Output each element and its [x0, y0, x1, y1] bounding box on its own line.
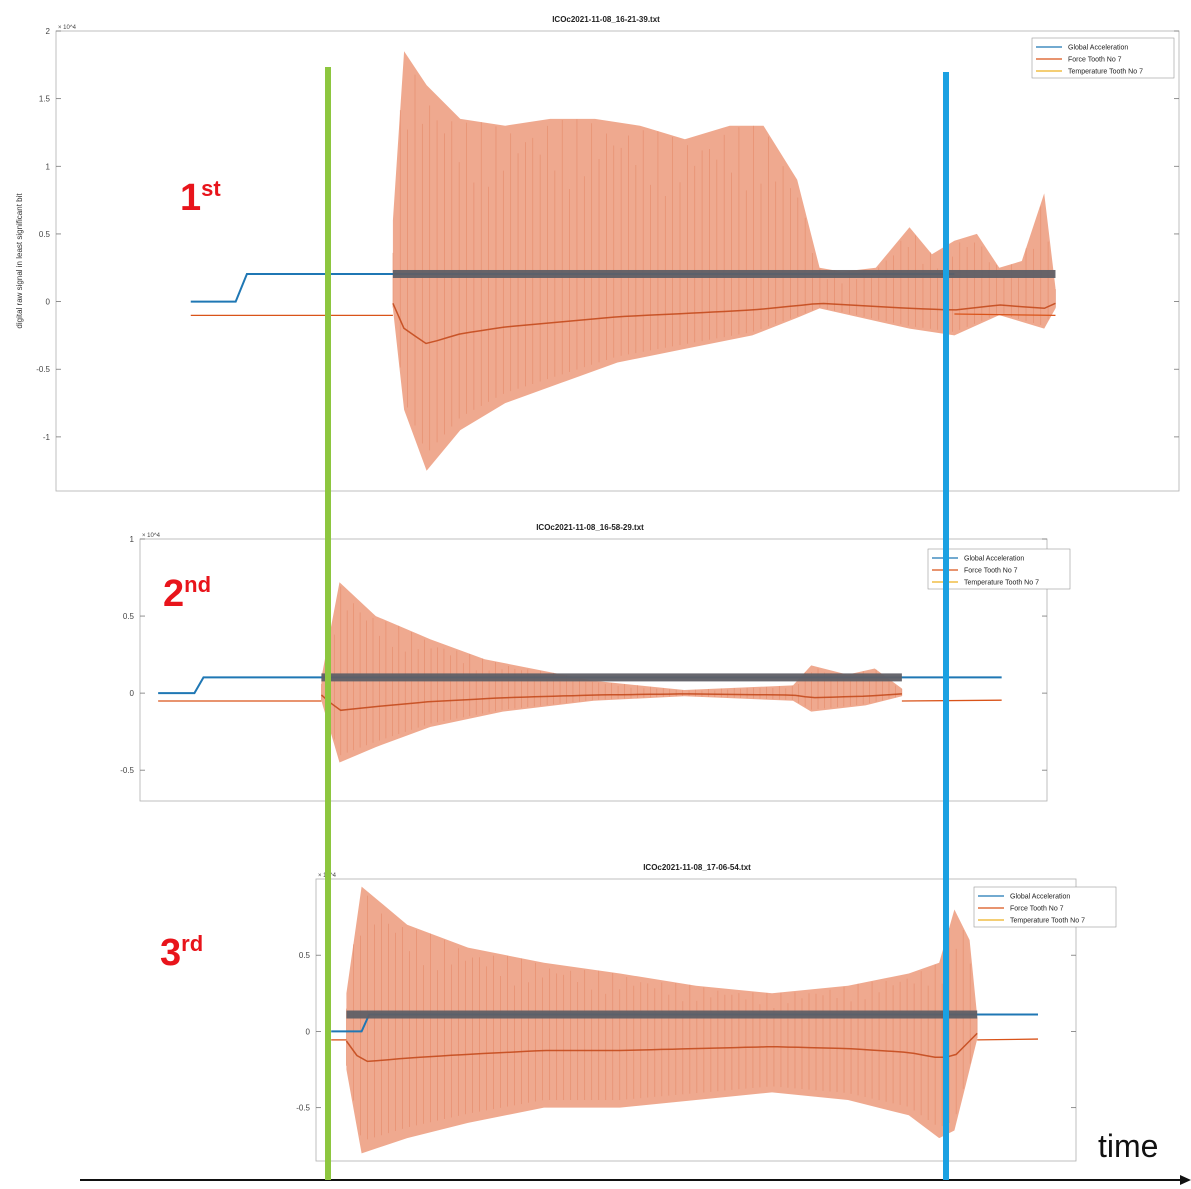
y-tick-label: 2 — [46, 27, 51, 36]
end-marker-line — [943, 72, 949, 1180]
axes-box — [139, 538, 1048, 802]
legend-entry: Global Acceleration — [1010, 894, 1070, 901]
legend: Global Acceleration Force Tooth No 7 Tempe… — [973, 886, 1117, 928]
force-baseline-post — [977, 1038, 1039, 1041]
run-suffix: rd — [181, 931, 203, 956]
force-baseline-post — [901, 699, 1002, 702]
chart-panel-3: 0.50-0.5× 10^4ICOc2021-11-08_17-06-54.tx… — [296, 863, 1117, 1162]
start-marker-line — [325, 67, 331, 1180]
acceleration-noise-band — [346, 1010, 978, 1019]
time-axis-label: time — [1098, 1128, 1158, 1164]
y-exponent-label: × 10^4 — [58, 25, 77, 31]
legend-entry: Temperature Tooth No 7 — [1068, 69, 1143, 76]
force-mean-trace — [345, 1032, 978, 1063]
y-tick-label: -0.5 — [296, 1104, 310, 1113]
run-number: 3 — [160, 932, 181, 974]
legend-entry: Temperature Tooth No 7 — [964, 580, 1039, 587]
force-oscillation-lines — [346, 895, 978, 1140]
run-label-first: 1st — [180, 176, 221, 219]
y-tick-label: -0.5 — [120, 766, 134, 775]
chart-title: ICOc2021-11-08_17-06-54.txt — [643, 863, 751, 872]
acceleration-noise-band — [321, 673, 902, 682]
y-tick-label: 0.5 — [123, 612, 135, 621]
y-tick-label: -0.5 — [36, 365, 50, 374]
chart-panel-1: 2 1.5 1 0.5 0 -0.5 -1 × 10^4 ICOc2021-11-08_16-2… — [15, 15, 1180, 492]
y-tick-label: 0.5 — [299, 951, 311, 960]
chart-panel-2: 1 0.5 0 -0.5 × 10^4 ICOc2021-11-08_16-58-29.t… — [120, 523, 1071, 802]
y-tick-label: 0 — [46, 298, 51, 307]
force-baseline-post — [954, 313, 1056, 317]
run-number: 2 — [163, 573, 184, 615]
legend-entry: Global Acceleration — [1068, 45, 1128, 52]
legend-entry: Force Tooth No 7 — [1010, 906, 1064, 913]
run-number: 1 — [180, 177, 201, 219]
y-tick-label: 0.5 — [39, 230, 51, 239]
legend: Global Acceleration Force Tooth No 7 Tempe… — [1031, 37, 1175, 79]
y-tick-label: 1.5 — [39, 95, 51, 104]
legend-entry: Force Tooth No 7 — [1068, 57, 1122, 64]
run-label-third: 3rd — [160, 931, 203, 974]
chart-title: ICOc2021-11-08_16-21-39.txt — [552, 15, 660, 24]
y-exponent-label: × 10^4 — [142, 533, 161, 539]
legend: Global Acceleration Force Tooth No 7 Tempe… — [927, 548, 1071, 590]
run-suffix: st — [201, 176, 221, 201]
legend-entry: Temperature Tooth No 7 — [1010, 918, 1085, 925]
force-envelope-area — [321, 582, 902, 763]
force-mean-trace — [320, 693, 902, 712]
y-axis-label: digital raw signal in least significant … — [15, 193, 24, 329]
chart-panels: 2 1.5 1 0.5 0 -0.5 -1 × 10^4 ICOc2021-11-08_16-2… — [15, 15, 1180, 1162]
run-label-second: 2nd — [163, 572, 211, 615]
y-tick-label: 1 — [46, 162, 51, 171]
run-suffix: nd — [184, 572, 211, 597]
y-tick-label: 0 — [306, 1027, 311, 1036]
y-tick-label: -1 — [43, 433, 51, 442]
chart-title: ICOc2021-11-08_16-58-29.txt — [536, 523, 644, 532]
legend-entry: Global Acceleration — [964, 556, 1024, 563]
legend-entry: Force Tooth No 7 — [964, 568, 1018, 575]
time-axis-arrowhead — [1180, 1175, 1191, 1185]
overlay-annotations: 1st 2nd 3rd time — [80, 67, 1191, 1185]
acceleration-noise-band — [392, 269, 1056, 278]
y-tick-label: 1 — [130, 535, 135, 544]
y-tick-label: 0 — [130, 689, 135, 698]
